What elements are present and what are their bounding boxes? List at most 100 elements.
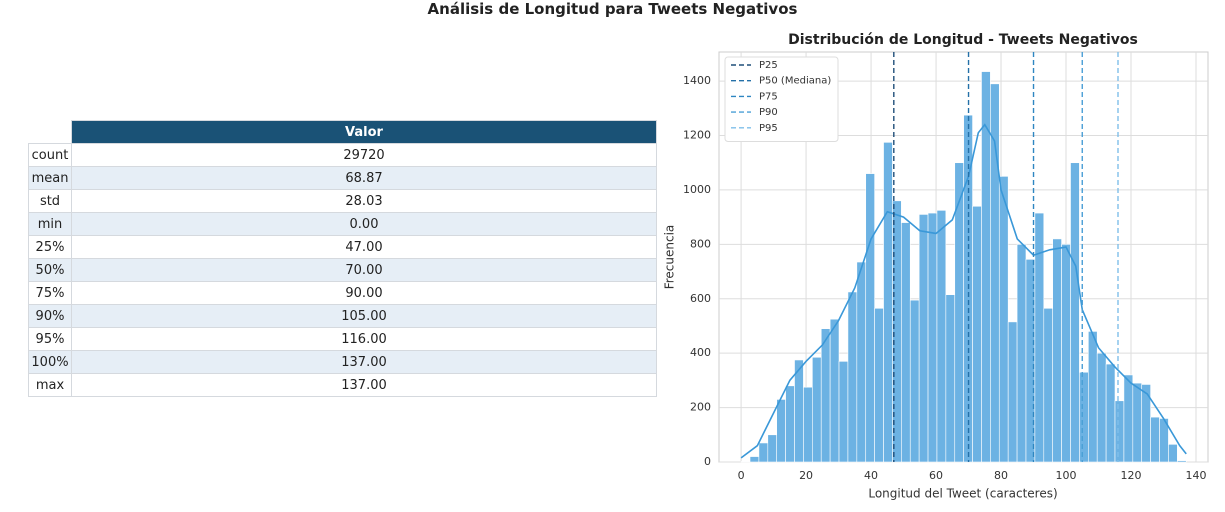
row-label: 90% [28, 304, 72, 328]
row-label: min [28, 212, 72, 236]
bar [1061, 244, 1071, 463]
bar [785, 385, 795, 463]
cell-value: 68.87 [71, 166, 657, 190]
cell-value: 29720 [71, 143, 657, 167]
table-row: max 137.00 [28, 373, 657, 397]
bar [820, 328, 831, 463]
legend-label: P90 [759, 107, 778, 118]
bar [758, 442, 769, 463]
y-tick-label: 1400 [683, 74, 711, 87]
x-tick-label: 20 [799, 469, 813, 482]
row-label: 75% [28, 281, 72, 305]
bar [740, 461, 751, 463]
x-tick-label: 0 [738, 469, 745, 482]
table-row: count 29720 [28, 143, 657, 167]
bar [1150, 416, 1160, 463]
bar [794, 359, 804, 463]
bar [1052, 238, 1062, 463]
page-title: Análisis de Longitud para Tweets Negativ… [427, 0, 798, 18]
bar [1105, 363, 1116, 463]
row-label: max [28, 373, 72, 397]
x-tick-label: 140 [1185, 469, 1206, 482]
bar [1034, 212, 1045, 463]
table-row: 100% 137.00 [28, 350, 657, 374]
bar [838, 361, 849, 463]
kde-line [740, 123, 1187, 459]
cell-value: 116.00 [71, 327, 657, 351]
row-label: 50% [28, 258, 72, 282]
x-tick-label: 40 [864, 469, 878, 482]
chart-title: Distribución de Longitud - Tweets Negati… [788, 32, 1138, 48]
bar [1114, 400, 1125, 463]
bar [972, 205, 982, 463]
corner [28, 120, 72, 144]
bar [856, 261, 867, 463]
bar [1132, 382, 1143, 463]
bar [847, 291, 858, 463]
bar [1079, 371, 1089, 463]
y-axis-label: Frecuencia [663, 225, 677, 290]
bar [776, 399, 786, 463]
legend-label: P95 [759, 123, 778, 134]
bar [945, 294, 956, 463]
bar [1016, 244, 1027, 463]
bar [936, 210, 947, 463]
row-label: 100% [28, 350, 72, 374]
bar [767, 434, 778, 463]
y-tick-label: 0 [704, 455, 711, 468]
row-label: mean [28, 166, 72, 190]
bar [1043, 307, 1053, 463]
legend-label: P25 [759, 60, 778, 71]
cell-value: 137.00 [71, 373, 657, 397]
y-tick-label: 200 [690, 401, 711, 414]
bar [803, 386, 813, 463]
bar [998, 176, 1009, 463]
x-tick-label: 120 [1120, 469, 1141, 482]
y-tick-label: 800 [690, 237, 711, 250]
table-row: min 0.00 [28, 212, 657, 236]
bar [1070, 162, 1080, 463]
legend-label: P75 [759, 91, 778, 102]
bar [901, 222, 911, 463]
legend-label: P50 (Mediana) [759, 76, 831, 87]
bar [829, 318, 840, 463]
x-tick-label: 60 [929, 469, 943, 482]
bar [1177, 460, 1187, 463]
bar [927, 212, 938, 463]
y-tick-label: 600 [690, 292, 711, 305]
table-row: 50% 70.00 [28, 258, 657, 282]
bar [918, 214, 929, 463]
table-row: 75% 90.00 [28, 281, 657, 305]
y-tick-label: 1000 [683, 183, 711, 196]
row-label: 25% [28, 235, 72, 259]
bar [865, 173, 875, 463]
bar [1123, 374, 1134, 463]
x-tick-label: 100 [1056, 469, 1077, 482]
y-tick-label: 1200 [683, 129, 711, 142]
legend-box [724, 56, 839, 142]
column-header: Valor [71, 120, 657, 144]
bar [909, 299, 920, 463]
cell-value: 70.00 [71, 258, 657, 282]
bar [1007, 321, 1018, 463]
table-row: mean 68.87 [28, 166, 657, 190]
stats-table: Valor count 29720 mean 68.87 std 28.03 min 0.00… [28, 120, 657, 397]
bar [874, 307, 884, 463]
table-row: 95% 116.00 [28, 327, 657, 351]
y-tick-label: 400 [690, 346, 711, 359]
cell-value: 105.00 [71, 304, 657, 328]
bar [812, 356, 822, 463]
x-tick-label: 80 [994, 469, 1008, 482]
bar [981, 71, 991, 463]
cell-value: 90.00 [71, 281, 657, 305]
bar [749, 456, 760, 463]
bar [1096, 352, 1107, 463]
bar [883, 142, 893, 463]
x-axis-label: Longitud del Tweet (caracteres) [868, 487, 1057, 501]
bar [1088, 331, 1098, 463]
bar [1168, 444, 1178, 463]
row-label: count [28, 143, 72, 167]
table-row: 90% 105.00 [28, 304, 657, 328]
